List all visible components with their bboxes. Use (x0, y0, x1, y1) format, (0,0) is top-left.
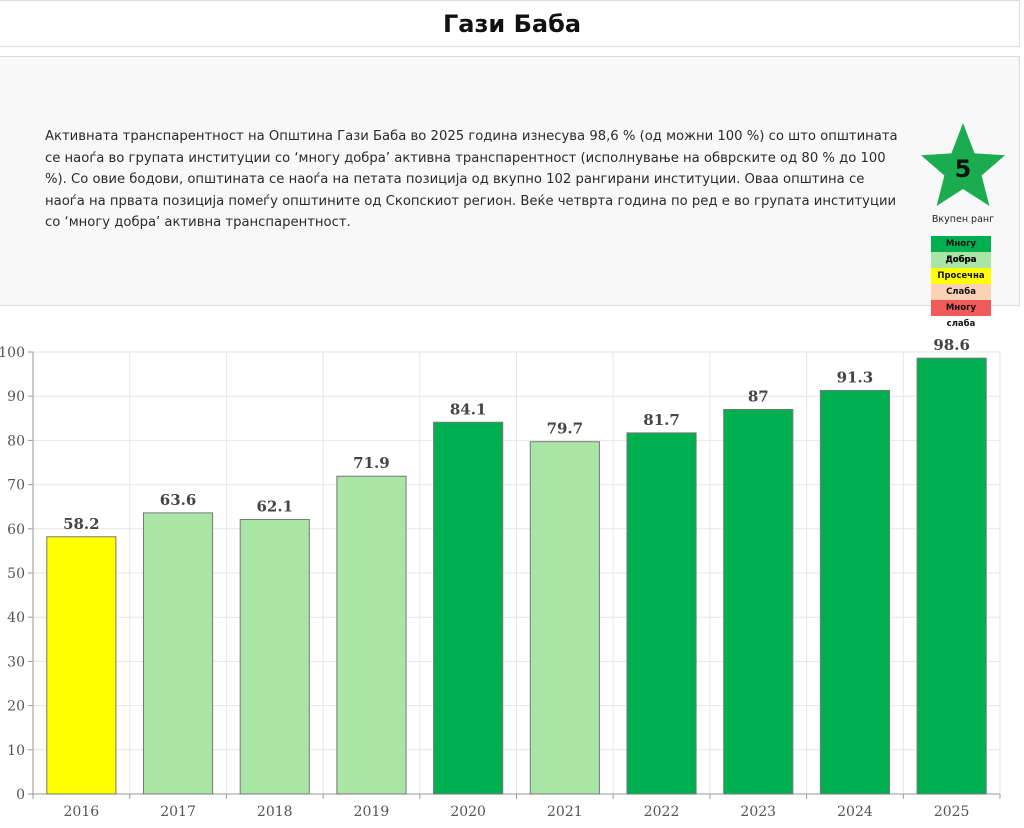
y-tick-label: 90 (7, 389, 25, 405)
legend-item-average: Просечна (931, 268, 991, 284)
bar (433, 421, 504, 795)
y-tick-label: 20 (7, 699, 25, 715)
data-label: 81.7 (643, 411, 680, 429)
description-text: Активната транспарентност на Општина Газ… (45, 129, 898, 230)
rank-legend: Многу добра Добра Просечна Слаба Многу с… (931, 236, 991, 329)
bar (723, 408, 794, 795)
bar (142, 512, 214, 795)
x-tick-label: 2019 (354, 804, 390, 820)
bar (626, 432, 697, 795)
y-tick-label: 30 (7, 654, 25, 670)
legend-item-very-weak: Многу слаба (931, 300, 991, 329)
data-label: 98.6 (933, 336, 970, 354)
x-tick-label: 2022 (644, 804, 680, 820)
y-tick-label: 60 (7, 522, 25, 538)
data-label: 87 (748, 387, 769, 405)
data-label: 91.3 (837, 368, 874, 386)
legend-item-very-good: Многу добра (931, 236, 991, 265)
y-tick-label: 80 (7, 433, 25, 449)
rank-caption: Вкупен ранг (931, 214, 995, 225)
info-panel: Активната транспарентност на Општина Газ… (0, 56, 1020, 329)
x-tick-label: 2021 (547, 804, 583, 820)
bar (239, 519, 310, 795)
x-tick-label: 2023 (740, 804, 776, 820)
rank-value: 5 (954, 155, 972, 183)
x-tick-label: 2020 (450, 804, 486, 820)
y-tick-label: 10 (7, 743, 25, 759)
data-label: 63.6 (160, 491, 197, 509)
data-label: 58.2 (63, 515, 100, 533)
data-label: 62.1 (256, 498, 293, 516)
x-tick-label: 2018 (257, 804, 293, 820)
legend-item-weak: Слаба (931, 284, 991, 300)
x-tick-label: 2024 (837, 804, 873, 820)
data-label: 79.7 (547, 420, 584, 438)
y-tick-label: 100 (0, 345, 25, 361)
bar (46, 536, 117, 795)
y-tick-label: 0 (16, 787, 25, 803)
data-label: 71.9 (353, 454, 390, 472)
y-tick-label: 40 (7, 610, 25, 626)
bar (529, 441, 600, 795)
page-title: Гази Баба (442, 9, 582, 38)
bar (916, 357, 987, 795)
y-tick-label: 70 (7, 478, 25, 494)
y-tick-label: 50 (7, 566, 25, 582)
x-tick-label: 2025 (934, 804, 970, 820)
bar (336, 475, 407, 795)
data-label: 84.1 (450, 400, 487, 418)
bar-chart: 0 10 20 30 40 50 60 70 80 90 100 58.2 2016 63.6 2017 62… (0, 336, 1001, 820)
star-icon (921, 123, 1005, 206)
legend-item-good: Добра (931, 252, 991, 268)
x-tick-label: 2017 (160, 804, 196, 820)
bar (819, 389, 891, 795)
header-bar: Гази Баба (0, 0, 1020, 47)
x-tick-label: 2016 (64, 804, 100, 820)
